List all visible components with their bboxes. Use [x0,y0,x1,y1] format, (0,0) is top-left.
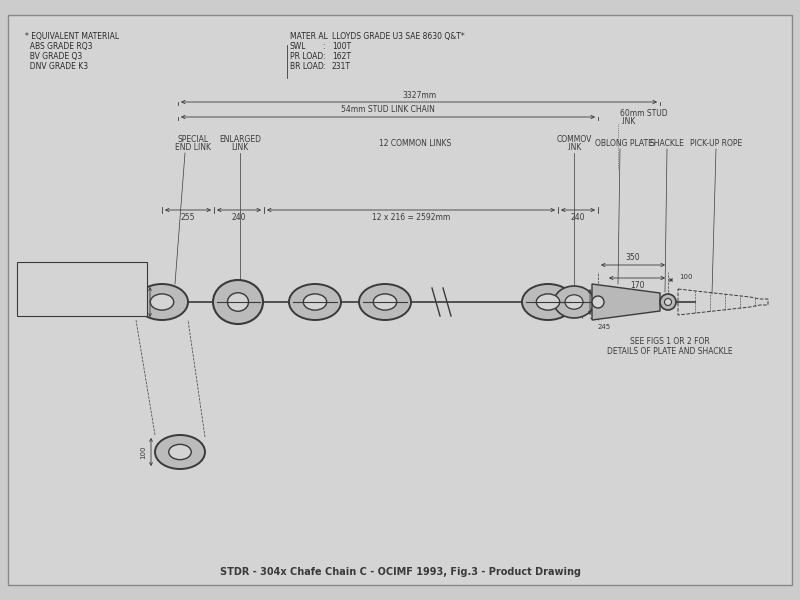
FancyBboxPatch shape [17,262,147,316]
Circle shape [665,298,671,305]
Circle shape [660,294,676,310]
Text: 100T: 100T [332,42,351,51]
Text: OBLONG PLATE: OBLONG PLATE [595,139,653,148]
Text: LINK: LINK [231,142,249,151]
Text: :: : [322,62,325,71]
Text: ENLARGED: ENLARGED [219,134,261,143]
Ellipse shape [136,284,188,320]
Ellipse shape [359,284,411,320]
Text: SWL: SWL [290,42,306,51]
Text: 231T: 231T [332,62,351,71]
Text: PR LOAD: PR LOAD [290,52,323,61]
Ellipse shape [289,284,341,320]
Text: 60: 60 [233,293,243,302]
Text: DNV GRADE K3: DNV GRADE K3 [25,62,88,71]
Text: END LINK: END LINK [175,142,211,151]
Text: LLOYDS GRADE U3 SAE 8630 Q&T*: LLOYDS GRADE U3 SAE 8630 Q&T* [332,32,465,41]
Ellipse shape [303,294,326,310]
Text: 350: 350 [626,253,640,263]
Text: 3327mm: 3327mm [402,91,436,100]
Circle shape [592,296,604,308]
Text: THIS LINK CONNECTED TO 67mm: THIS LINK CONNECTED TO 67mm [22,273,138,279]
Text: 68: 68 [140,302,146,311]
Text: 12 COMMON LINKS: 12 COMMON LINKS [379,139,451,148]
Ellipse shape [155,435,205,469]
Text: ABS GRADE RQ3: ABS GRADE RQ3 [25,42,93,51]
Text: 240: 240 [232,214,246,223]
Ellipse shape [169,445,191,460]
Text: 245: 245 [598,324,610,330]
Text: 12 x 216 = 2592mm: 12 x 216 = 2592mm [372,214,450,223]
Text: 60: 60 [595,299,604,305]
Text: 162T: 162T [332,52,351,61]
Text: 100: 100 [140,445,146,459]
Text: COMMOV: COMMOV [556,134,592,143]
Text: KENTER SHACKLE ON ALTERNATIVE: KENTER SHACKLE ON ALTERNATIVE [22,284,145,290]
Text: 170: 170 [630,280,644,289]
Ellipse shape [150,294,174,310]
Text: 100: 100 [679,274,693,280]
Text: CHAFE CHAINS: CHAFE CHAINS [22,295,74,301]
Ellipse shape [374,294,397,310]
Text: .INK: .INK [566,142,582,151]
Ellipse shape [536,294,560,310]
Text: :: : [322,32,325,41]
Text: * EQUIVALENT MATERIAL: * EQUIVALENT MATERIAL [25,32,119,41]
Text: DETAILS OF PLATE AND SHACKLE: DETAILS OF PLATE AND SHACKLE [607,346,733,355]
Text: PICK-UP ROPE: PICK-UP ROPE [690,139,742,148]
Text: 240: 240 [570,214,586,223]
Text: 60mm STUD: 60mm STUD [620,109,668,118]
Ellipse shape [213,280,263,324]
Ellipse shape [227,293,249,311]
Text: "A" OR "B": "A" OR "B" [22,306,58,312]
Text: .INK: .INK [620,116,635,125]
Text: SHACKLE: SHACKLE [650,139,685,148]
Polygon shape [592,284,660,320]
Text: SPECIAL: SPECIAL [178,134,209,143]
Text: STDR - 304x Chafe Chain C - OCIMF 1993, Fig.3 - Product Drawing: STDR - 304x Chafe Chain C - OCIMF 1993, … [219,567,581,577]
Ellipse shape [554,286,594,318]
Text: MATER AL: MATER AL [290,32,328,41]
Text: BV GRADE Q3: BV GRADE Q3 [25,52,82,61]
Ellipse shape [565,295,583,309]
Text: SEE FIGS 1 OR 2 FOR: SEE FIGS 1 OR 2 FOR [630,337,710,346]
Text: :: : [322,52,325,61]
Text: BR LOAD: BR LOAD [290,62,324,71]
Ellipse shape [522,284,574,320]
Text: 54mm STUD LINK CHAIN: 54mm STUD LINK CHAIN [341,106,435,115]
Text: :: : [322,42,325,51]
Text: 255: 255 [181,214,195,223]
